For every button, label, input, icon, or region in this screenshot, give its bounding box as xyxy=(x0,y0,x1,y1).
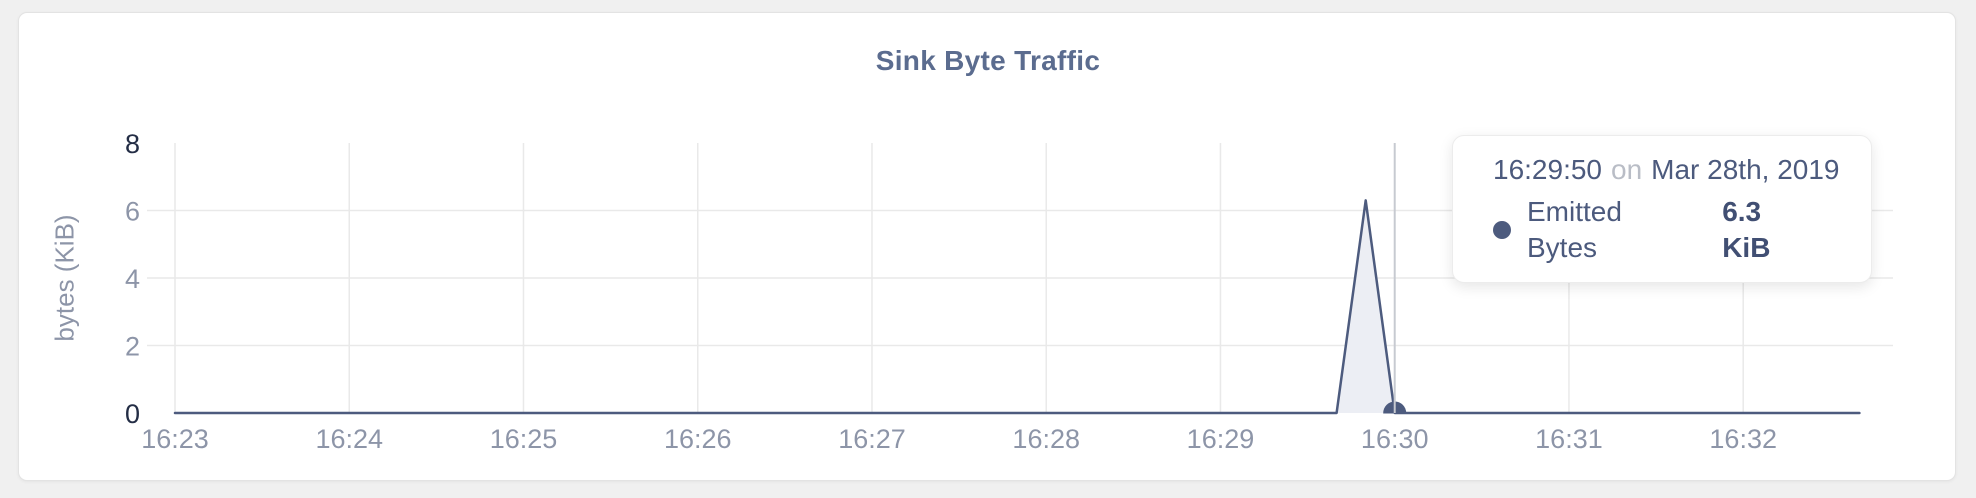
y-tick-label: 4 xyxy=(125,264,140,294)
x-tick-label: 16:26 xyxy=(664,424,732,454)
x-tick-labels: 16:23 16:24 16:25 16:26 16:27 16:28 16:29 16:30… xyxy=(141,424,1777,454)
series-bullet-icon xyxy=(1493,221,1511,239)
x-tick-label: 16:27 xyxy=(838,424,906,454)
x-tick-label: 16:24 xyxy=(315,424,383,454)
x-tick-label: 16:28 xyxy=(1012,424,1080,454)
series-line xyxy=(173,199,1861,415)
tooltip-series-value: 6.3 KiB xyxy=(1722,196,1771,263)
y-tick-label: 2 xyxy=(125,332,140,362)
tooltip-date: Mar 28th, 2019 xyxy=(1651,154,1840,185)
y-tick-label: 8 xyxy=(125,129,140,159)
x-tick-label: 16:32 xyxy=(1709,424,1777,454)
x-tick-label: 16:29 xyxy=(1187,424,1255,454)
chart-title: Sink Byte Traffic xyxy=(875,45,1101,76)
chart-tooltip: 16:29:50 on Mar 28th, 2019 Emitted Bytes 6… xyxy=(1452,135,1872,283)
x-tick-label: 16:23 xyxy=(141,424,209,454)
tooltip-date-connector: on xyxy=(1611,154,1643,185)
tooltip-series-name: Emitted Bytes xyxy=(1527,196,1622,263)
y-tick-label: 0 xyxy=(125,399,140,429)
tooltip-time: 16:29:50 xyxy=(1493,154,1602,185)
tooltip-series-row: Emitted Bytes 6.3 KiB xyxy=(1493,194,1813,266)
y-tick-label: 6 xyxy=(125,197,140,227)
x-tick-label: 16:31 xyxy=(1535,424,1603,454)
y-tick-labels: 0 2 4 6 8 xyxy=(125,129,140,429)
x-tick-label: 16:30 xyxy=(1361,424,1429,454)
x-tick-label: 16:25 xyxy=(490,424,558,454)
tooltip-timestamp: 16:29:50 on Mar 28th, 2019 xyxy=(1493,152,1840,188)
